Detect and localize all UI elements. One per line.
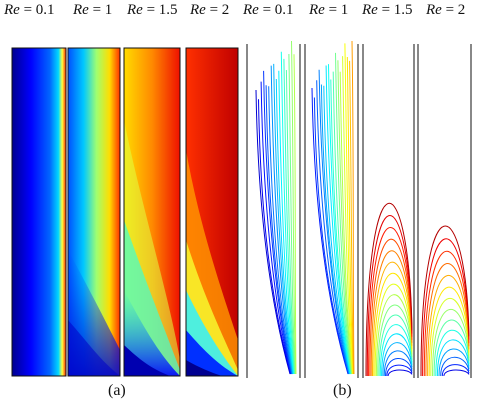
contour-line bbox=[278, 70, 295, 375]
contour-line bbox=[339, 71, 353, 375]
contour-line bbox=[438, 348, 470, 377]
contour-line bbox=[285, 69, 296, 375]
contour-line bbox=[320, 84, 350, 375]
re-label-a-2: Re = 1 bbox=[73, 2, 113, 18]
contour-line bbox=[381, 333, 413, 377]
panel-b-re-1 bbox=[304, 40, 359, 378]
panel-b-re-1.5 bbox=[362, 44, 415, 378]
contour-line bbox=[311, 87, 349, 375]
contour-line bbox=[291, 40, 297, 375]
contour-line bbox=[365, 203, 413, 377]
contour-line bbox=[430, 297, 470, 377]
contour-line bbox=[335, 52, 352, 375]
contour-line bbox=[440, 356, 470, 377]
caption-b: (b) bbox=[333, 382, 352, 399]
contour-line bbox=[383, 350, 413, 377]
contour-line bbox=[351, 40, 355, 375]
contour-line bbox=[432, 309, 470, 377]
contour-line bbox=[260, 81, 292, 375]
contour-line bbox=[293, 54, 297, 375]
contour-line bbox=[441, 364, 470, 377]
contour-line bbox=[346, 56, 354, 375]
panel-b-re-2 bbox=[417, 44, 472, 378]
contour-line bbox=[275, 78, 294, 375]
contour-line bbox=[325, 65, 351, 375]
contour-line bbox=[330, 79, 352, 375]
contour-line bbox=[436, 339, 470, 377]
contour-line bbox=[377, 304, 413, 377]
re-label-b-3: Re = 1.5 bbox=[362, 2, 413, 18]
re-label-b-1: Re = 0.1 bbox=[243, 2, 294, 18]
contour-line bbox=[255, 89, 291, 375]
contour-line bbox=[382, 342, 413, 377]
contour-line bbox=[313, 97, 349, 375]
contour-line bbox=[273, 63, 294, 375]
contour-line bbox=[268, 86, 293, 375]
contour-line bbox=[344, 43, 354, 375]
contour-line bbox=[435, 329, 470, 377]
contour-line bbox=[370, 250, 413, 377]
contour-line bbox=[425, 263, 470, 377]
contour-line bbox=[328, 64, 351, 375]
contour-line bbox=[288, 53, 296, 375]
re-label-a-1: Re = 0.1 bbox=[4, 2, 55, 18]
contour-line bbox=[366, 214, 413, 377]
contour-line bbox=[369, 238, 413, 377]
contour-line bbox=[270, 65, 293, 375]
re-label-b-2: Re = 1 bbox=[309, 2, 349, 18]
re-label-b-4: Re = 2 bbox=[426, 2, 466, 18]
contour-line bbox=[373, 272, 413, 377]
contour-line bbox=[387, 369, 413, 377]
contour-line bbox=[423, 250, 470, 377]
contour-line bbox=[323, 85, 351, 375]
contour-line bbox=[420, 225, 470, 377]
contour-line bbox=[283, 58, 295, 375]
contour-line bbox=[375, 294, 413, 377]
contour-line bbox=[372, 261, 413, 377]
panel-b-re-0.1 bbox=[246, 40, 301, 378]
caption-a: (a) bbox=[108, 382, 126, 399]
contour-line bbox=[318, 69, 350, 375]
contour-line bbox=[332, 71, 352, 375]
contour-line bbox=[422, 238, 470, 377]
re-label-a-3: Re = 1.5 bbox=[127, 2, 178, 18]
contour-line bbox=[385, 358, 413, 377]
contour-line bbox=[280, 51, 295, 375]
panel-a-re-1 bbox=[67, 47, 121, 377]
contour-line bbox=[337, 60, 353, 375]
contour-line bbox=[316, 80, 350, 375]
panel-a-re-0.1 bbox=[11, 47, 67, 377]
contour-line bbox=[433, 319, 470, 377]
contour-line bbox=[428, 286, 470, 377]
re-label-a-4: Re = 2 bbox=[190, 2, 230, 18]
panel-a-re-2 bbox=[185, 47, 239, 377]
contour-line bbox=[258, 99, 291, 375]
contour-line bbox=[378, 314, 413, 377]
contour-line bbox=[386, 364, 413, 377]
contour-line bbox=[368, 227, 413, 377]
contour-line bbox=[443, 369, 470, 377]
contour-line bbox=[374, 283, 413, 377]
contour-line bbox=[349, 60, 355, 375]
panel-a-re-1.5 bbox=[123, 47, 181, 377]
contour-line bbox=[427, 274, 470, 377]
contour-line bbox=[379, 324, 413, 377]
contour-line bbox=[342, 56, 354, 375]
contour-line bbox=[263, 70, 292, 375]
contour-line bbox=[265, 85, 293, 375]
